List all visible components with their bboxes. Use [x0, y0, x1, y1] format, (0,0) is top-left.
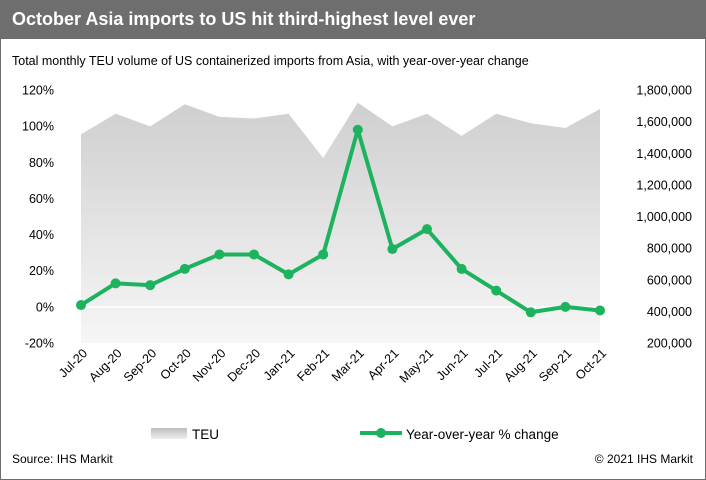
yoy-point-oct-21 — [595, 305, 605, 316]
x-axis-label: Jan-21 — [261, 346, 298, 383]
x-axis-label: Oct-20 — [157, 346, 193, 382]
x-axis-label: Aug-21 — [502, 346, 540, 384]
source-note: Source: IHS Markit — [12, 452, 113, 466]
legend-yoy-label: Year-over-year % change — [406, 427, 559, 442]
yoy-point-mar-21 — [352, 124, 363, 135]
yoy-point-jan-21 — [283, 269, 294, 280]
yoy-point-jul-20 — [76, 300, 86, 311]
x-axis-label: Apr-21 — [365, 346, 401, 382]
left-axis-tick: 120% — [22, 84, 54, 98]
left-axis-tick: 40% — [29, 228, 54, 242]
right-axis-tick: 600,000 — [647, 273, 692, 287]
yoy-point-oct-20 — [179, 263, 190, 274]
right-axis-tick: 1,600,000 — [636, 115, 692, 129]
left-axis-tick: 20% — [29, 264, 54, 278]
x-axis-label: Feb-21 — [294, 346, 332, 384]
right-axis-tick: 400,000 — [647, 305, 692, 319]
yoy-point-dec-20 — [249, 249, 259, 260]
right-axis-tick: 1,800,000 — [636, 84, 692, 98]
legend-teu-swatch — [151, 428, 187, 439]
right-axis-tick: 200,000 — [647, 337, 692, 351]
x-axis-label: Jun-21 — [434, 346, 471, 383]
copyright-note: © 2021 IHS Markit — [594, 452, 693, 466]
yoy-point-feb-21 — [318, 249, 329, 260]
x-axis-label: Jul-20 — [56, 346, 90, 380]
x-axis-label: Oct-21 — [573, 346, 609, 382]
right-axis-tick: 1,200,000 — [636, 178, 692, 192]
right-axis-tick: 1,000,000 — [636, 210, 692, 224]
left-axis-tick: 60% — [29, 192, 54, 206]
yoy-point-aug-20 — [110, 278, 121, 289]
x-axis-label: Sep-21 — [536, 346, 574, 384]
yoy-point-aug-21 — [525, 307, 536, 318]
yoy-point-jun-21 — [456, 263, 467, 274]
yoy-point-jul-21 — [491, 285, 502, 296]
x-axis-label: Dec-20 — [225, 346, 263, 384]
chart-title: October Asia imports to US hit third-hig… — [12, 9, 476, 29]
legend-teu-label: TEU — [192, 427, 219, 442]
x-axis-label: May-21 — [397, 346, 436, 385]
teu-area — [81, 102, 600, 344]
chart-subtitle: Total monthly TEU volume of US container… — [12, 54, 529, 68]
yoy-line — [79, 127, 601, 315]
yoy-point-may-21 — [422, 224, 432, 235]
yoy-point-sep-21 — [560, 301, 571, 312]
legend-yoy-marker — [376, 428, 386, 438]
x-axis-label: Sep-20 — [121, 346, 159, 384]
yoy-point-nov-20 — [214, 249, 225, 260]
left-axis-tick: -20% — [25, 337, 54, 351]
left-axis-tick: 80% — [29, 156, 54, 170]
right-axis-tick: 1,400,000 — [636, 147, 692, 161]
x-axis-label: Mar-21 — [329, 346, 367, 384]
x-axis-label: Nov-20 — [190, 346, 228, 384]
x-axis-label: Aug-20 — [86, 346, 124, 384]
x-axis-label: Jul-21 — [471, 346, 505, 380]
right-axis-tick: 800,000 — [647, 242, 692, 256]
left-axis-tick: 0% — [36, 300, 54, 314]
left-axis-tick: 100% — [22, 120, 54, 134]
yoy-point-apr-21 — [387, 244, 398, 255]
title-bar: October Asia imports to US hit third-hig… — [1, 1, 705, 39]
yoy-point-sep-20 — [145, 280, 156, 291]
